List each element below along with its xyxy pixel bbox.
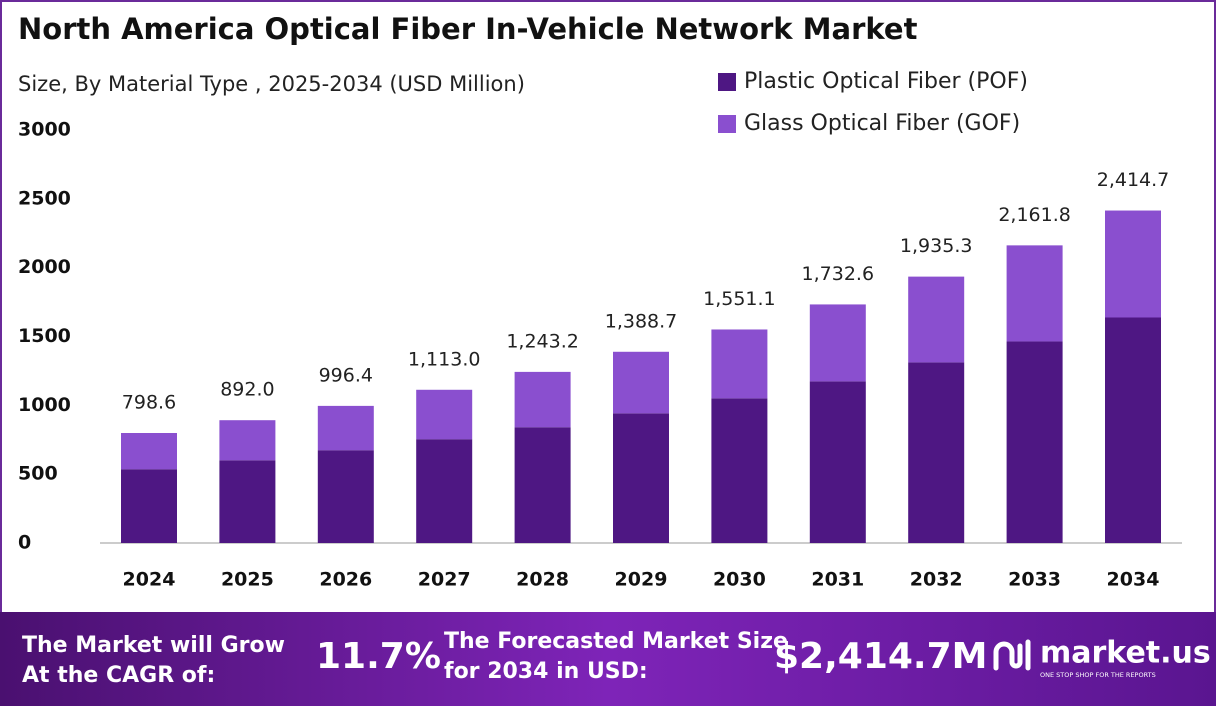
y-tick-label: 3000 xyxy=(18,119,71,141)
x-tick-label: 2026 xyxy=(319,569,372,591)
bar-segment xyxy=(416,439,473,543)
total-label: 996.4 xyxy=(319,364,373,386)
cagr-value: 11.7% xyxy=(316,636,441,677)
bar-segment xyxy=(809,381,866,543)
bar-segment xyxy=(1006,341,1063,543)
bar-segment xyxy=(908,362,965,543)
bar-segment xyxy=(613,413,669,543)
total-label: 1,243.2 xyxy=(506,330,579,352)
bar-segment xyxy=(613,351,669,414)
cagr-text: The Market will Grow At the CAGR of: xyxy=(22,633,285,688)
x-tick-label: 2027 xyxy=(418,569,471,591)
chart-title: North America Optical Fiber In-Vehicle N… xyxy=(18,12,918,46)
total-label: 798.6 xyxy=(122,392,176,414)
bar-segment xyxy=(416,389,473,440)
bar-segment xyxy=(1105,210,1161,318)
x-tick-label: 2028 xyxy=(516,569,569,591)
total-label: 1,935.3 xyxy=(900,235,973,257)
y-tick-label: 2500 xyxy=(18,187,71,209)
bar-segment xyxy=(317,450,374,543)
x-tick-label: 2029 xyxy=(615,569,668,591)
total-label: 892.0 xyxy=(220,379,274,401)
total-label: 2,414.7 xyxy=(1097,169,1170,191)
x-tick-label: 2034 xyxy=(1107,569,1160,591)
forecast-text: The Forecasted Market Size for 2034 in US… xyxy=(444,629,788,684)
y-tick-label: 1000 xyxy=(18,394,71,416)
bar-segment xyxy=(1105,317,1161,543)
bar-segment xyxy=(711,398,768,543)
legend-swatch xyxy=(718,73,736,91)
bar-segment xyxy=(908,276,965,363)
x-tick-label: 2030 xyxy=(713,569,766,591)
x-tick-label: 2025 xyxy=(221,569,274,591)
bar-segment xyxy=(514,371,571,428)
total-label: 1,388.7 xyxy=(605,310,678,332)
y-tick-label: 1500 xyxy=(18,325,71,347)
bar-segment xyxy=(317,405,374,451)
chart-subtitle: Size, By Material Type , 2025-2034 (USD … xyxy=(18,72,525,96)
logo-icon xyxy=(993,639,1031,671)
x-tick-label: 2033 xyxy=(1008,569,1061,591)
x-tick-label: 2024 xyxy=(123,569,176,591)
bar-segment xyxy=(1006,245,1063,342)
bar-segment xyxy=(514,427,571,543)
y-tick-label: 500 xyxy=(18,463,58,485)
total-label: 1,551.1 xyxy=(703,288,776,310)
y-tick-label: 0 xyxy=(18,532,31,554)
logo-tagline: ONE STOP SHOP FOR THE REPORTS xyxy=(1040,671,1156,679)
forecast-value: $2,414.7M xyxy=(774,636,987,677)
legend-swatch xyxy=(718,115,736,133)
bar-segment xyxy=(711,329,768,399)
legend-label: Plastic Optical Fiber (POF) xyxy=(744,69,1028,94)
x-tick-label: 2031 xyxy=(811,569,864,591)
y-tick-label: 2000 xyxy=(18,256,71,278)
bar-segment xyxy=(219,420,276,461)
total-label: 1,732.6 xyxy=(802,263,875,285)
bar-segment xyxy=(809,304,866,382)
bar-segment xyxy=(121,433,177,470)
bar-segment xyxy=(219,460,276,543)
legend-label: Glass Optical Fiber (GOF) xyxy=(744,111,1020,136)
bar-segment xyxy=(121,469,177,543)
total-label: 2,161.8 xyxy=(998,204,1071,226)
total-label: 1,113.0 xyxy=(408,348,481,370)
logo: market.us xyxy=(1040,636,1211,671)
x-tick-label: 2032 xyxy=(910,569,963,591)
